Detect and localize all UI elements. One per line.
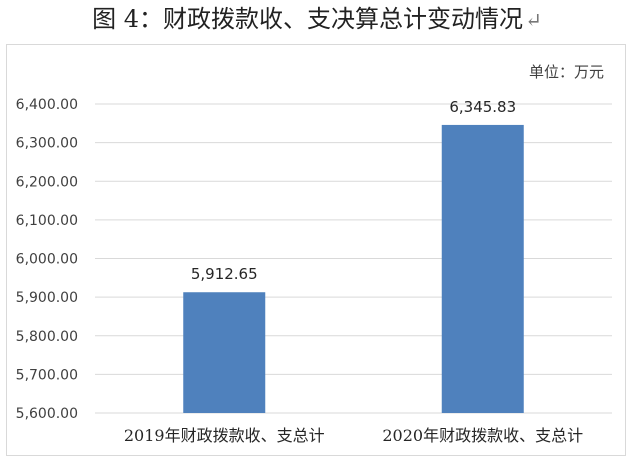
y-tick-label: 5,900.00: [16, 290, 78, 306]
gridlines: [95, 103, 612, 414]
y-tick-label: 5,700.00: [16, 367, 78, 383]
bar: [183, 292, 266, 413]
chart-title-text: 图 4：财政拨款收、支决算总计变动情况: [92, 5, 524, 33]
y-tick-label: 6,300.00: [16, 136, 78, 152]
paragraph-return-icon: ↵: [525, 8, 542, 32]
data-label: 5,912.65: [191, 265, 258, 283]
y-tick-label: 5,800.00: [16, 329, 78, 345]
y-tick-label: 6,100.00: [16, 213, 78, 229]
y-axis-ticks: 5,600.00 5,700.00 5,800.00 5,900.00 6,000.00…: [16, 97, 78, 422]
chart-title: 图 4：财政拨款收、支决算总计变动情况 ↵: [0, 2, 634, 36]
bar: [441, 124, 524, 414]
bars: [183, 124, 524, 414]
data-labels: 5,912.65 6,345.83: [191, 98, 516, 283]
x-category-label: 2020年财政拨款收、支总计: [382, 426, 583, 445]
x-category-label: 2019年财政拨款收、支总计: [124, 426, 325, 445]
y-tick-label: 6,400.00: [16, 97, 78, 113]
x-axis-categories: 2019年财政拨款收、支总计 2020年财政拨款收、支总计: [124, 426, 583, 445]
y-tick-label: 6,200.00: [16, 174, 78, 190]
y-tick-label: 5,600.00: [16, 406, 78, 422]
y-tick-label: 6,000.00: [16, 252, 78, 268]
data-label: 6,345.83: [449, 98, 516, 116]
unit-label: 单位：万元: [529, 63, 604, 81]
